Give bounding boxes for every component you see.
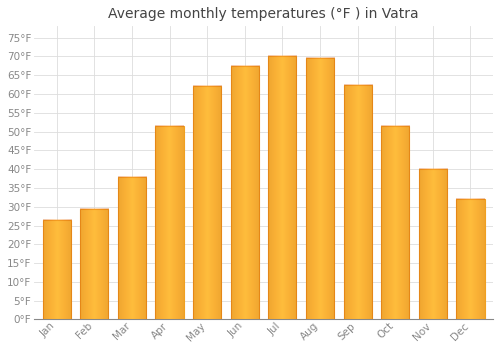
Bar	[381, 126, 410, 320]
Bar	[42, 220, 71, 320]
Bar	[268, 56, 296, 320]
Bar	[230, 66, 259, 320]
Title: Average monthly temperatures (°F ) in Vatra: Average monthly temperatures (°F ) in Va…	[108, 7, 419, 21]
Bar	[156, 126, 184, 320]
Bar	[193, 86, 222, 320]
Bar	[419, 169, 447, 320]
Bar	[118, 177, 146, 320]
Bar	[80, 209, 108, 320]
Bar	[344, 85, 371, 320]
Bar	[456, 199, 484, 320]
Bar	[306, 58, 334, 320]
